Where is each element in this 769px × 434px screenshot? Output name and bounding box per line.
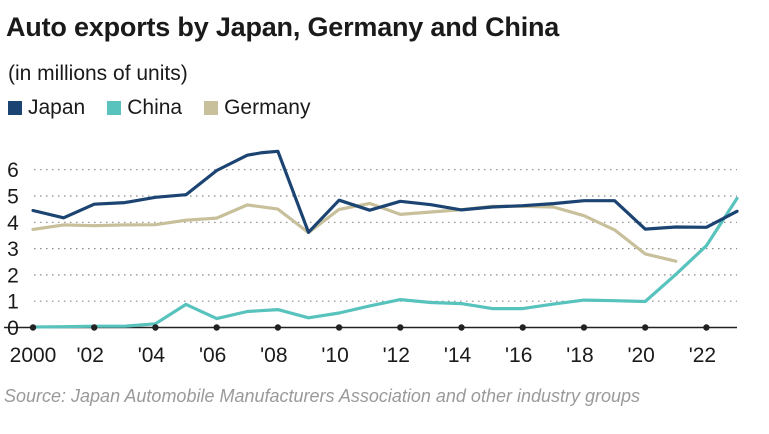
x-tick-label: '22 [689,344,716,367]
x-tick-mark [397,324,404,331]
x-tick-label: '04 [138,344,166,367]
x-tick-label: '16 [505,344,532,367]
x-tick-mark [641,324,649,331]
legend-swatch-germany [204,101,219,115]
x-tick-label: '10 [321,344,348,367]
x-tick-mark [91,324,98,331]
x-tick-mark [152,324,159,331]
x-tick-mark [458,324,465,331]
x-tick-mark [29,324,37,331]
legend-swatch-japan [8,101,22,115]
y-tick-label: 4 [7,212,19,235]
x-tick-label: '02 [77,344,104,367]
legend-label-china: China [127,96,183,119]
y-tick-label: 1 [7,291,19,314]
chart-title: Auto exports by Japan, Germany and China [6,12,560,42]
x-tick-mark [274,324,282,331]
chart-subtitle: (in millions of units) [8,62,188,85]
x-tick-label: '20 [627,344,654,367]
gridlines [4,169,737,329]
y-tick-label: 0 [7,317,19,340]
series-lines [31,149,739,329]
y-axis: 0 1 2 3 4 5 6 [7,159,19,340]
x-tick-mark [335,324,343,331]
x-tick-mark [519,324,526,331]
x-axis: 2000 '02 '04 '06 '08 '10 '12 '14 '16 '18 '20 '22 [10,324,716,367]
legend-item-china: China [107,96,182,120]
series-line-germany [31,201,678,263]
x-tick-label: 2000 [10,344,57,367]
x-tick-mark [703,324,710,331]
y-tick-label: 3 [7,238,19,261]
legend-label-germany: Germany [224,96,311,119]
y-tick-label: 5 [7,186,19,209]
x-tick-label: '18 [566,344,593,367]
x-tick-label: '14 [444,344,472,367]
series-line-japan [31,149,739,234]
x-tick-label: '06 [199,344,226,367]
x-tick-mark [580,324,588,331]
legend-item-germany: Germany [204,96,310,120]
x-tick-label: '12 [383,344,410,367]
y-tick-label: 2 [7,264,19,287]
legend-swatch-china [107,101,122,115]
legend: Japan China Germany [8,96,332,120]
legend-label-japan: Japan [28,96,86,119]
legend-item-japan: Japan [8,96,85,120]
x-tick-mark [213,324,220,331]
y-tick-label: 6 [7,159,19,182]
series-line-china [31,196,739,329]
source-note: Source: Japan Automobile Manufacturers A… [4,386,641,406]
x-tick-label: '08 [260,344,287,367]
